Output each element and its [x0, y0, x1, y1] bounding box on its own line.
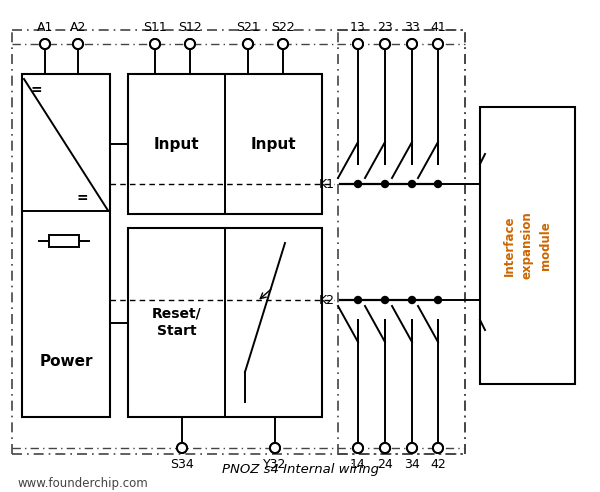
Circle shape: [433, 443, 443, 453]
Circle shape: [353, 443, 363, 453]
Circle shape: [353, 39, 363, 49]
Text: K1: K1: [319, 178, 335, 190]
Text: S11: S11: [143, 21, 167, 34]
Circle shape: [407, 443, 417, 453]
Text: 41: 41: [430, 21, 446, 34]
Circle shape: [185, 39, 195, 49]
Circle shape: [407, 39, 417, 49]
Text: PNOZ s4 Internal wiring: PNOZ s4 Internal wiring: [221, 463, 379, 476]
Circle shape: [355, 297, 361, 304]
Circle shape: [270, 443, 280, 453]
Circle shape: [433, 443, 443, 453]
Bar: [480, 107, 575, 384]
Circle shape: [382, 297, 389, 304]
Text: =: =: [77, 191, 89, 206]
Text: Input: Input: [154, 136, 199, 152]
Text: 14: 14: [350, 458, 366, 471]
Text: Y32: Y32: [263, 458, 287, 471]
Bar: [128, 74, 322, 214]
Circle shape: [353, 39, 363, 49]
Circle shape: [243, 39, 253, 49]
Circle shape: [278, 39, 288, 49]
Circle shape: [380, 443, 390, 453]
Text: S34: S34: [170, 458, 194, 471]
Text: S21: S21: [236, 21, 260, 34]
Text: 34: 34: [404, 458, 420, 471]
Circle shape: [433, 39, 443, 49]
Circle shape: [177, 443, 187, 453]
Circle shape: [434, 297, 442, 304]
Circle shape: [73, 39, 83, 49]
Circle shape: [355, 181, 361, 187]
Circle shape: [150, 39, 160, 49]
Circle shape: [243, 39, 253, 49]
Circle shape: [407, 443, 417, 453]
Circle shape: [353, 443, 363, 453]
Text: www.founderchip.com: www.founderchip.com: [18, 478, 149, 491]
Circle shape: [434, 181, 442, 187]
Text: S12: S12: [178, 21, 202, 34]
Circle shape: [40, 39, 50, 49]
Text: Reset/
Start: Reset/ Start: [152, 307, 202, 338]
Text: Interface
expansion
module: Interface expansion module: [503, 212, 552, 279]
Text: 23: 23: [377, 21, 393, 34]
Circle shape: [73, 39, 83, 49]
Text: S22: S22: [271, 21, 295, 34]
Circle shape: [270, 443, 280, 453]
Bar: [22, 74, 110, 417]
Circle shape: [150, 39, 160, 49]
Circle shape: [433, 39, 443, 49]
Circle shape: [380, 39, 390, 49]
Text: 42: 42: [430, 458, 446, 471]
Text: A1: A1: [37, 21, 53, 34]
Bar: [128, 228, 322, 417]
Text: 24: 24: [377, 458, 393, 471]
Text: Input: Input: [251, 136, 296, 152]
Circle shape: [40, 39, 50, 49]
Circle shape: [177, 443, 187, 453]
Circle shape: [380, 443, 390, 453]
Text: =: =: [30, 83, 41, 97]
Circle shape: [407, 39, 417, 49]
Circle shape: [409, 181, 415, 187]
Text: K2: K2: [319, 294, 335, 307]
Circle shape: [380, 39, 390, 49]
Text: 13: 13: [350, 21, 366, 34]
Bar: [49, 235, 79, 246]
Text: Power: Power: [39, 355, 93, 369]
Text: 33: 33: [404, 21, 420, 34]
Text: A2: A2: [70, 21, 86, 34]
Circle shape: [409, 297, 415, 304]
Circle shape: [382, 181, 389, 187]
Circle shape: [278, 39, 288, 49]
Circle shape: [185, 39, 195, 49]
